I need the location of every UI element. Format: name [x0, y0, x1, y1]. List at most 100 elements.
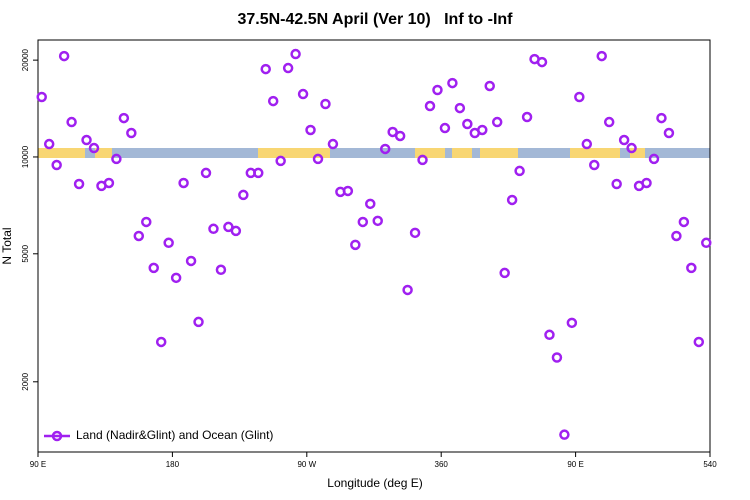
point	[163, 237, 174, 249]
point	[678, 216, 690, 228]
y-axis-label: N Total	[0, 227, 14, 264]
x-tick-label: 540	[703, 460, 717, 469]
point	[484, 80, 495, 92]
point	[73, 178, 85, 190]
point	[462, 118, 473, 130]
point	[663, 127, 675, 139]
point	[454, 102, 466, 114]
point	[297, 88, 309, 100]
point	[447, 77, 458, 89]
point	[327, 138, 339, 150]
point	[693, 336, 705, 348]
point	[260, 63, 271, 75]
point	[671, 230, 682, 242]
point	[514, 165, 525, 177]
land-band	[480, 148, 518, 158]
point	[409, 227, 421, 239]
point	[417, 154, 428, 166]
point	[648, 153, 660, 165]
point	[626, 142, 637, 154]
point	[656, 112, 667, 124]
y-tick-label: 5000	[21, 244, 30, 262]
point	[491, 116, 503, 128]
y-tick-label: 20000	[21, 48, 30, 71]
land-band	[570, 148, 620, 158]
point	[215, 264, 227, 276]
point	[170, 272, 182, 284]
point	[342, 185, 354, 197]
point	[611, 178, 622, 190]
point	[81, 134, 92, 146]
point	[357, 216, 369, 228]
point	[178, 177, 189, 189]
point	[208, 223, 219, 235]
point	[118, 112, 130, 124]
point	[58, 50, 70, 62]
x-tick-label: 360	[435, 460, 449, 469]
point	[581, 138, 593, 150]
point	[379, 143, 391, 155]
land-band	[95, 148, 112, 158]
legend-label: Land (Nadir&Glint) and Ocean (Glint)	[76, 428, 273, 442]
point	[88, 142, 100, 154]
point	[499, 267, 510, 279]
x-tick-label: 180	[166, 460, 180, 469]
point	[305, 124, 316, 136]
point	[618, 134, 630, 146]
point	[350, 239, 361, 251]
point	[320, 98, 331, 110]
y-tick-label: 10000	[21, 145, 30, 168]
point	[641, 177, 652, 189]
point	[275, 155, 286, 167]
point	[596, 50, 607, 62]
point	[51, 159, 62, 171]
point	[402, 284, 413, 296]
land-band	[415, 148, 445, 158]
x-tick-label: 90 W	[297, 460, 316, 469]
point	[282, 62, 294, 74]
x-axis-label: Longitude (deg E)	[327, 476, 422, 490]
point	[267, 95, 279, 107]
point	[701, 237, 712, 249]
point	[566, 317, 578, 329]
point	[193, 316, 204, 328]
point	[238, 189, 249, 201]
point	[536, 56, 548, 68]
point	[148, 262, 159, 274]
point	[253, 167, 264, 179]
point	[506, 194, 518, 206]
point	[111, 153, 122, 165]
point	[43, 138, 55, 150]
point	[230, 225, 242, 237]
land-band	[630, 148, 645, 158]
point	[387, 126, 398, 138]
land-band	[452, 148, 472, 158]
x-tick-label: 90 E	[567, 460, 583, 469]
point	[185, 255, 197, 267]
point	[432, 84, 443, 96]
point	[36, 91, 47, 103]
point	[544, 329, 555, 341]
land-band	[38, 148, 85, 158]
point	[559, 429, 570, 440]
point	[603, 116, 615, 128]
legend-marker	[51, 430, 63, 442]
point	[290, 48, 301, 60]
point	[66, 116, 77, 128]
point	[439, 122, 451, 134]
chart-title: 37.5N-42.5N April (Ver 10) Inf to -Inf	[237, 11, 513, 28]
point	[126, 127, 137, 139]
point	[574, 91, 585, 103]
point	[686, 262, 697, 274]
point	[551, 352, 563, 363]
plot-frame	[37, 39, 711, 453]
point	[155, 336, 167, 348]
point	[589, 159, 600, 171]
point	[365, 198, 376, 210]
x-tick-label: 90 E	[30, 460, 46, 469]
point	[372, 215, 383, 227]
y-tick-label: 2000	[21, 372, 30, 390]
land-band	[258, 148, 330, 158]
point	[103, 177, 115, 189]
